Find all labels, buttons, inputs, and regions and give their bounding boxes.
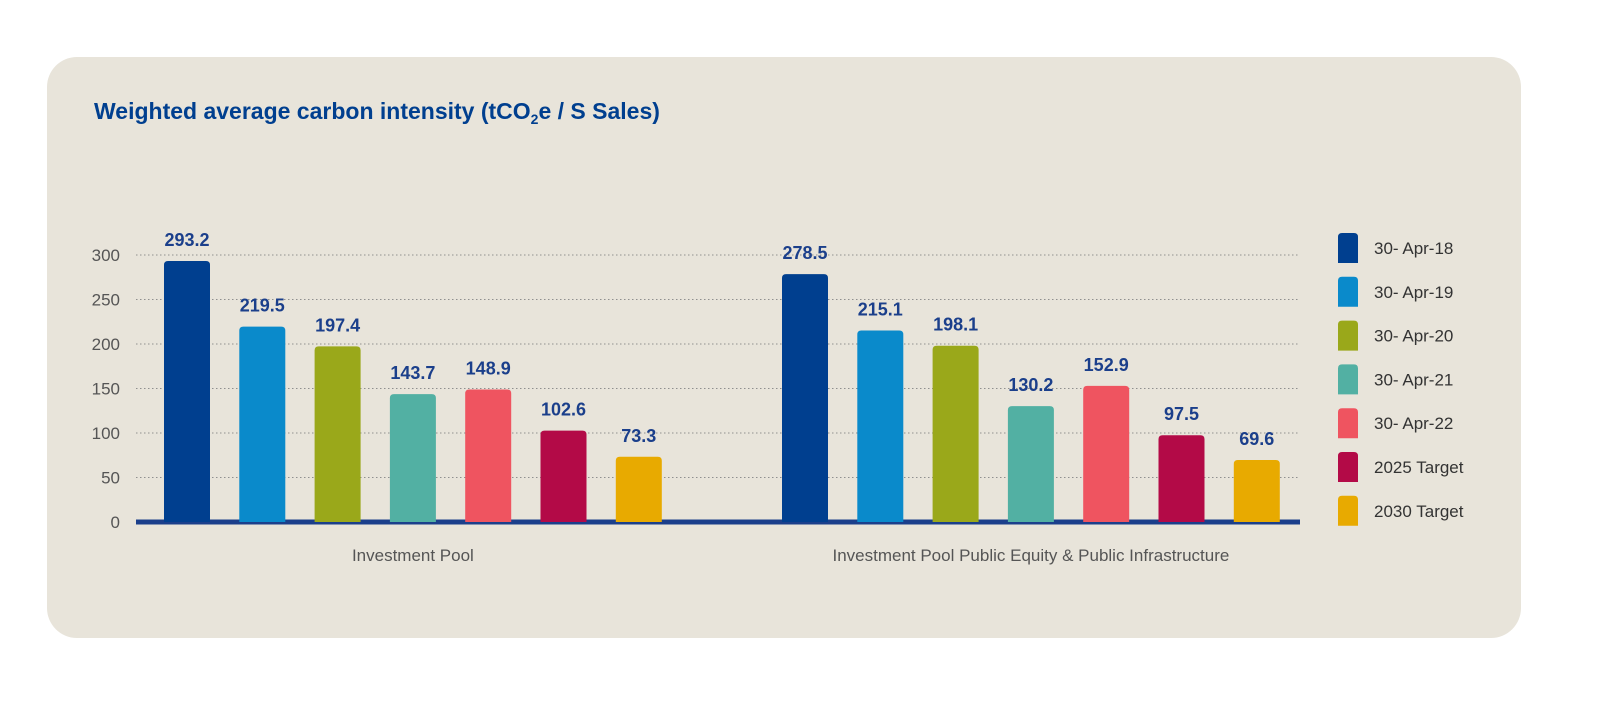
legend-swatch <box>1338 233 1358 263</box>
bar <box>389 394 436 522</box>
bar <box>1007 406 1054 522</box>
y-tick-label: 150 <box>92 380 120 399</box>
data-label: 97.5 <box>1164 404 1199 424</box>
legend-swatch <box>1338 276 1358 307</box>
legend-item: 30- Apr-20 <box>1338 320 1453 351</box>
data-label: 130.2 <box>1008 375 1053 395</box>
x-axis-categories: Investment Pool Investment Pool Public Eq… <box>352 546 1229 565</box>
legend-label: 30- Apr-18 <box>1374 239 1453 258</box>
legend-item: 30- Apr-21 <box>1338 364 1453 395</box>
bar <box>1233 460 1280 522</box>
bar <box>314 346 361 522</box>
legend-item: 30- Apr-19 <box>1338 276 1453 307</box>
bar <box>932 345 979 522</box>
legend-item: 30- Apr-22 <box>1338 408 1453 439</box>
legend-label: 30- Apr-20 <box>1374 327 1453 346</box>
x-category-label: Investment Pool <box>352 546 474 565</box>
legend-label: 2030 Target <box>1374 502 1464 521</box>
data-label: 143.7 <box>390 363 435 383</box>
y-tick-label: 250 <box>92 291 120 310</box>
legend-label: 2025 Target <box>1374 458 1464 477</box>
data-label: 293.2 <box>164 230 209 250</box>
y-tick-label: 100 <box>92 424 120 443</box>
chart-title: Weighted average carbon intensity (tCO2e… <box>94 98 660 127</box>
y-axis: 0 50 100 150 200 250 300 <box>92 246 120 532</box>
bar <box>782 274 828 522</box>
legend-label: 30- Apr-22 <box>1374 414 1453 433</box>
legend-swatch <box>1338 408 1358 439</box>
bar <box>540 430 587 522</box>
value-labels: 293.2 219.5 197.4 143.7 148.9 102.6 73.3 278.5 2… <box>164 230 1274 449</box>
data-label: 69.6 <box>1239 429 1274 449</box>
bar <box>1158 435 1205 522</box>
legend-item: 2025 Target <box>1338 452 1464 482</box>
bar <box>1083 385 1130 522</box>
data-label: 215.1 <box>858 300 903 320</box>
legend-item: 30- Apr-18 <box>1338 233 1453 263</box>
legend-swatch <box>1338 495 1358 526</box>
legend-swatch <box>1338 364 1358 395</box>
legend-item: 2030 Target <box>1338 495 1464 526</box>
bar <box>615 456 662 522</box>
legend-label: 30- Apr-21 <box>1374 370 1453 389</box>
bars <box>164 261 1280 522</box>
data-label: 152.9 <box>1084 355 1129 375</box>
y-tick-label: 300 <box>92 246 120 265</box>
data-label: 278.5 <box>782 243 827 263</box>
data-label: 73.3 <box>621 426 656 446</box>
y-tick-label: 50 <box>101 469 120 488</box>
data-label: 102.6 <box>541 400 586 420</box>
legend-swatch <box>1338 320 1358 351</box>
y-tick-label: 200 <box>92 335 120 354</box>
data-label: 148.9 <box>466 358 511 378</box>
bar <box>164 261 210 522</box>
legend-label: 30- Apr-19 <box>1374 283 1453 302</box>
bar <box>465 389 512 522</box>
x-category-label: Investment Pool Public Equity & Public I… <box>832 546 1229 565</box>
data-label: 198.1 <box>933 315 978 335</box>
data-label: 219.5 <box>240 296 285 316</box>
bar <box>239 326 286 522</box>
legend-swatch <box>1338 452 1358 482</box>
data-label: 197.4 <box>315 315 360 335</box>
y-tick-label: 0 <box>111 513 120 532</box>
legend: 30- Apr-18 30- Apr-19 30- Apr-20 30- Apr-21… <box>1338 233 1464 526</box>
bar <box>857 330 904 522</box>
